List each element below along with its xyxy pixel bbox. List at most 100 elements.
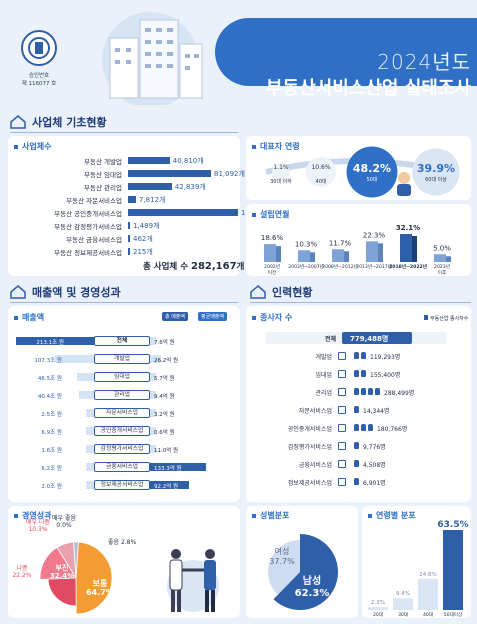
house-icon: [10, 285, 26, 299]
bubble: [346, 146, 398, 198]
person-icon: [368, 388, 373, 395]
age-dist-card: 연령별 분포 2.3% 20대 9.4% 30대 24.8% 40대 63.5% 50대이상: [362, 506, 471, 618]
category-label: 2003년~2007년: [288, 263, 324, 270]
category-label: 정보제공서비스업: [94, 480, 150, 490]
bar: [150, 337, 156, 345]
age-distribution-chart: 2.3% 20대 9.4% 30대 24.8% 40대 63.5% 50대이상: [368, 520, 469, 618]
bar: [150, 445, 156, 453]
person-icon: [354, 460, 359, 467]
section-business-basic: 사업체 기초현황: [10, 114, 107, 130]
bar-side: [344, 251, 349, 262]
bar-label: 부동산 금융서비스업: [66, 236, 122, 244]
performance-card: 경영성과 보통 64.7% 부진 32.4% 나쁨 22.2% 매우 나쁨 10.3% 매우 좋…: [8, 506, 240, 618]
category-label: 금융서비스업: [94, 462, 150, 472]
bubble: [412, 148, 460, 196]
bar: [393, 598, 413, 610]
industry-icon: [338, 442, 346, 450]
industry-icon: [338, 406, 346, 414]
bar: [150, 463, 206, 471]
slice-name: 매우 나쁨: [26, 518, 50, 526]
bar: [86, 409, 94, 417]
value-label: 39.9%: [417, 162, 455, 175]
total-unit: 개: [236, 262, 245, 272]
chart-title: 종사자 수: [252, 312, 292, 323]
value-label: 4,508명: [363, 462, 386, 469]
approval-label: 승인번호: [28, 73, 50, 79]
value-label: 1,489개: [133, 222, 160, 230]
header: 승인번호 제 116077 호 2024년도 부동산서비스산업 실태조사: [0, 0, 477, 108]
value-label: 10.6%: [311, 164, 330, 171]
bar: [400, 234, 412, 262]
person-icon: [354, 442, 359, 449]
category-label: 관리업: [94, 390, 150, 400]
employees-card: 종사자 수 부동산업 종사자수 전체 779,488명 개발업 119,293명 임대업…: [246, 306, 471, 502]
chart-title: 연령별 분포: [368, 510, 416, 521]
sales-chart: 213.1조 원 전체 7.6억 원 107.3조 원 개발업 26.2억 원 46.5조 …: [8, 306, 240, 502]
bar: [128, 170, 212, 177]
bar-side: [276, 246, 281, 262]
slice-name: 남성: [303, 574, 321, 587]
business-count-chart: 부동산 개발업 40,810개 부동산 임대업 81,092개 부동산 관리업 42,83…: [8, 136, 276, 276]
slice-name: 여성: [275, 546, 290, 556]
value-label: 63.5%: [437, 520, 468, 530]
person-icon: [354, 370, 359, 377]
bar: [418, 578, 438, 610]
category-label: 2013년~2017년: [356, 263, 392, 270]
value-label: 5.0%: [433, 244, 451, 252]
slice-value: 64.7%: [86, 588, 114, 597]
category-label: 전체: [324, 336, 336, 343]
bar: [150, 373, 156, 381]
value-label: 18.6%: [261, 234, 284, 242]
legend-average-sales: 평균매출액: [198, 312, 228, 321]
chart-title: 설립연월: [252, 209, 289, 220]
value-label: 32.1%: [396, 224, 420, 232]
category-label: 50대: [367, 176, 378, 183]
handshake-illustration: [167, 549, 219, 612]
category-label: 감정평가서비스업: [287, 444, 332, 451]
pie-slice: [268, 540, 300, 595]
approval-number: 제 116077 호: [21, 81, 57, 87]
category-label: 임대업: [315, 372, 332, 379]
pie-slice: [73, 541, 79, 579]
bar: [150, 409, 156, 417]
bar: [298, 250, 310, 262]
house-icon: [250, 285, 266, 299]
bar: [86, 427, 94, 435]
category-label: 금융서비스업: [298, 462, 332, 469]
bar: [332, 249, 344, 262]
bar-side: [310, 252, 315, 262]
pie-slice: [47, 577, 77, 607]
value-label: 180,766명: [377, 426, 408, 433]
bar-label: 부동산 감정평가서비스업: [54, 223, 122, 231]
category-label: 2008년~2012년: [322, 263, 358, 270]
value-label: 9.4억 원: [154, 394, 175, 400]
value-label: 288,499명: [384, 390, 415, 397]
slice-value: 10.3%: [28, 526, 47, 533]
value-label: 9,776명: [363, 444, 386, 451]
bar: [128, 222, 130, 229]
industry-icon: [338, 460, 346, 468]
pie-slice: [75, 541, 113, 615]
bar: [368, 607, 388, 610]
category-label: 임대업: [94, 372, 150, 382]
value-label: 2.0조 원: [41, 484, 62, 490]
value-label: 2.3%: [371, 600, 385, 606]
bar: [128, 183, 172, 190]
total-label: 총 사업체 수: [143, 262, 189, 272]
bar-side: [378, 243, 383, 262]
value-label: 6.2조 원: [41, 466, 62, 472]
person-icon: [361, 352, 366, 359]
section-title: 사업체 기초현황: [32, 116, 107, 129]
category-label: 정보제공서비스업: [287, 480, 332, 487]
category-label: 50대이상: [444, 611, 463, 618]
value-label: 11.0억 원: [154, 448, 179, 454]
employees-legend: 부동산업 종사자수: [424, 315, 468, 322]
value-label: 107.3조 원: [34, 358, 62, 364]
category-label: 관리업: [315, 390, 332, 397]
bubble: [305, 156, 337, 188]
bar: [434, 254, 446, 262]
building-illustration: [102, 12, 203, 105]
value-label: 3.2억 원: [154, 412, 175, 418]
value-label: 92.2억 원: [154, 484, 179, 490]
value-label: 24.8%: [419, 572, 436, 578]
